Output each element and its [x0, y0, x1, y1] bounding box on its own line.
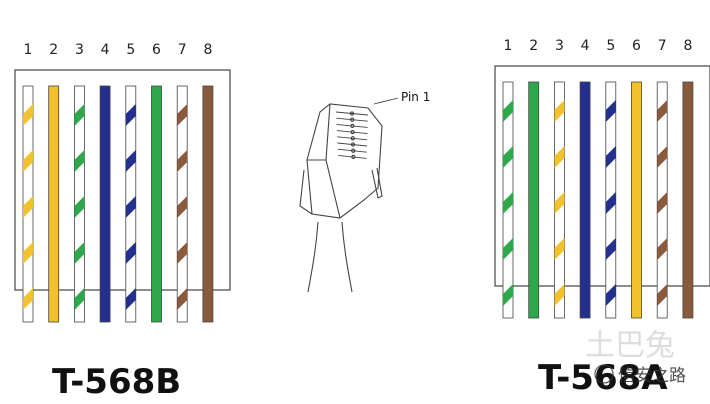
cable-left-edge [307, 221, 319, 293]
t568b-wire-7 [176, 85, 188, 323]
plug-contact [337, 148, 367, 153]
t568b-pin-number-8: 8 [203, 42, 212, 58]
t568a-pin-number-6: 6 [632, 38, 641, 54]
t568b-pin-number-7: 7 [178, 42, 187, 58]
t568a-pin-number-8: 8 [683, 38, 692, 54]
t568b-pin-number-3: 3 [75, 42, 84, 58]
plug-contact-pin [351, 154, 356, 160]
t568a-wire-3 [554, 81, 565, 319]
t568a-wires [502, 81, 694, 319]
plug-contact [336, 130, 368, 135]
t568b-wire-4 [99, 85, 111, 323]
t568a-wire-2 [528, 81, 540, 319]
t568a-pin-number-1: 1 [504, 38, 513, 54]
cable-right-edge [341, 221, 353, 293]
plug-contact-pin [349, 111, 355, 116]
plug-contact-pin [350, 129, 355, 135]
t568a-pin-number-5: 5 [606, 38, 615, 54]
t568a-wire-7 [656, 81, 668, 319]
t568a-wire-1 [502, 81, 514, 319]
t568b-frame [14, 69, 231, 291]
t568b-pin-number-1: 1 [24, 42, 33, 58]
watermark-logo: 土巴兔 [585, 328, 675, 363]
t568b-pin-number-2: 2 [49, 42, 58, 58]
plug-edge [307, 103, 331, 161]
t568b-pin-number-6: 6 [152, 42, 161, 58]
plug-contact-pin [351, 148, 356, 153]
wechat-icon [594, 364, 614, 384]
t568b-wire-8 [202, 85, 214, 323]
watermark-account: 信安之路 [618, 366, 686, 386]
t568b-wires [22, 85, 214, 323]
plug-body [306, 103, 383, 219]
plug-contact-pin [350, 123, 355, 129]
t568b-wire-2 [48, 85, 60, 323]
t568a-wire-4 [579, 81, 591, 319]
plug-contact-pin [350, 117, 355, 122]
t568a-pin-number-3: 3 [555, 38, 564, 54]
watermark: 土巴兔 信安之路 [585, 328, 686, 386]
plug-contact [335, 111, 369, 116]
plug-contact-pin [350, 136, 355, 141]
plug-contact [337, 136, 368, 141]
t568b-pin-number-5: 5 [126, 42, 135, 58]
plug-contact [336, 117, 368, 122]
plug-contact [338, 154, 367, 159]
t568a-frame [494, 65, 710, 287]
t568a-pin-number-4: 4 [581, 38, 590, 54]
callout-line [373, 97, 399, 105]
plug-contact [336, 123, 368, 128]
t568b-wire-1 [22, 85, 34, 323]
pin1-callout: Pin 1 [401, 90, 430, 104]
t568a-pin-number-7: 7 [658, 38, 667, 54]
plug-contact [337, 142, 368, 147]
t568a-wire-6 [631, 81, 642, 319]
plug-contacts [335, 111, 369, 160]
t568b-wire-3 [74, 85, 85, 323]
t568b-wire-6 [151, 85, 162, 323]
plug-clip [371, 167, 383, 199]
t568b-pin-number-4: 4 [101, 42, 110, 58]
plug-latch [299, 169, 313, 215]
rj45-connector-illustration [299, 97, 399, 293]
t568b-wire-5 [125, 85, 137, 323]
t568a-wire-5 [605, 81, 617, 319]
t568b-title: T-568B [52, 362, 181, 402]
plug-contact-pin [350, 142, 356, 147]
plug-edge-lower [325, 159, 341, 219]
t568a-wire-8 [682, 81, 694, 319]
t568a-pin-number-2: 2 [529, 38, 538, 54]
